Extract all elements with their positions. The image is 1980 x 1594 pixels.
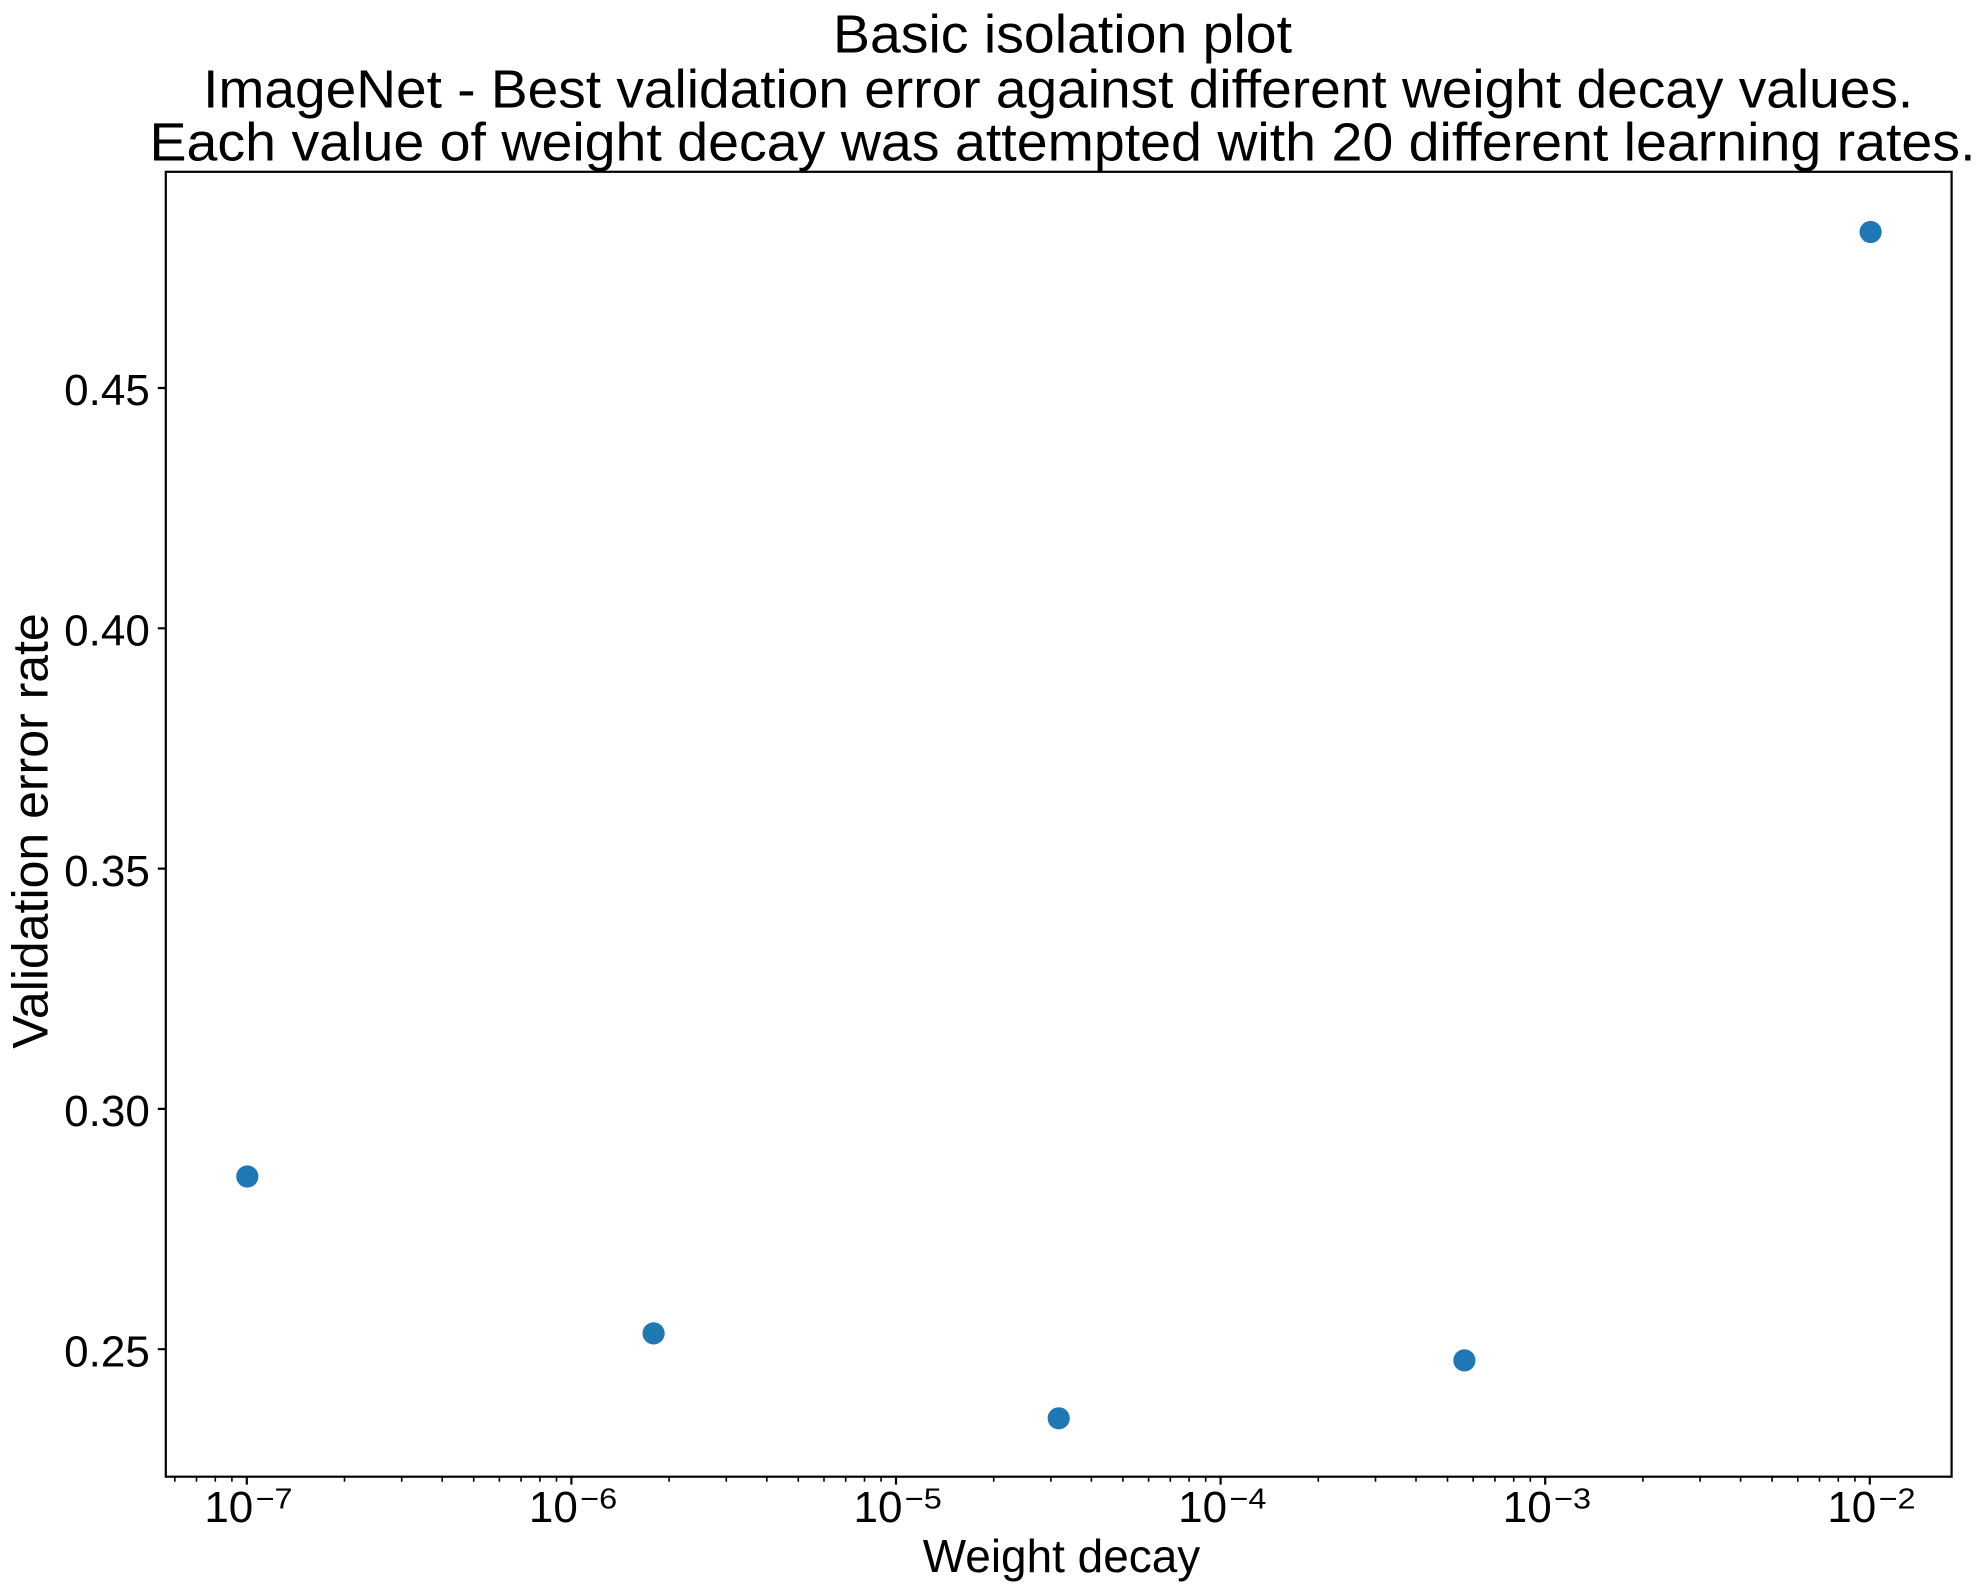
svg-text:10: 10: [204, 1483, 253, 1532]
svg-text:10: 10: [1503, 1483, 1552, 1532]
svg-text:0.35: 0.35: [64, 847, 150, 896]
svg-text:10: 10: [1178, 1483, 1227, 1532]
svg-text:10: 10: [854, 1483, 903, 1532]
svg-text:−6: −6: [580, 1483, 617, 1515]
svg-text:−4: −4: [1229, 1483, 1266, 1515]
svg-text:0.30: 0.30: [64, 1087, 150, 1136]
svg-text:10: 10: [1827, 1483, 1876, 1532]
svg-text:Validation error rate: Validation error rate: [3, 613, 59, 1049]
svg-text:−3: −3: [1554, 1483, 1591, 1515]
svg-text:Each value of weight decay was: Each value of weight decay was attempted…: [150, 113, 1976, 173]
svg-text:Weight decay: Weight decay: [923, 1530, 1201, 1582]
svg-text:Basic isolation plot: Basic isolation plot: [833, 4, 1292, 64]
svg-text:−5: −5: [905, 1483, 942, 1515]
svg-text:0.40: 0.40: [64, 607, 150, 656]
svg-text:10: 10: [529, 1483, 578, 1532]
svg-text:ImageNet - Best validation err: ImageNet - Best validation error against…: [203, 59, 1913, 119]
svg-text:0.25: 0.25: [64, 1327, 150, 1376]
svg-text:−7: −7: [256, 1483, 293, 1515]
svg-text:−2: −2: [1879, 1483, 1916, 1515]
svg-text:0.45: 0.45: [64, 366, 150, 415]
